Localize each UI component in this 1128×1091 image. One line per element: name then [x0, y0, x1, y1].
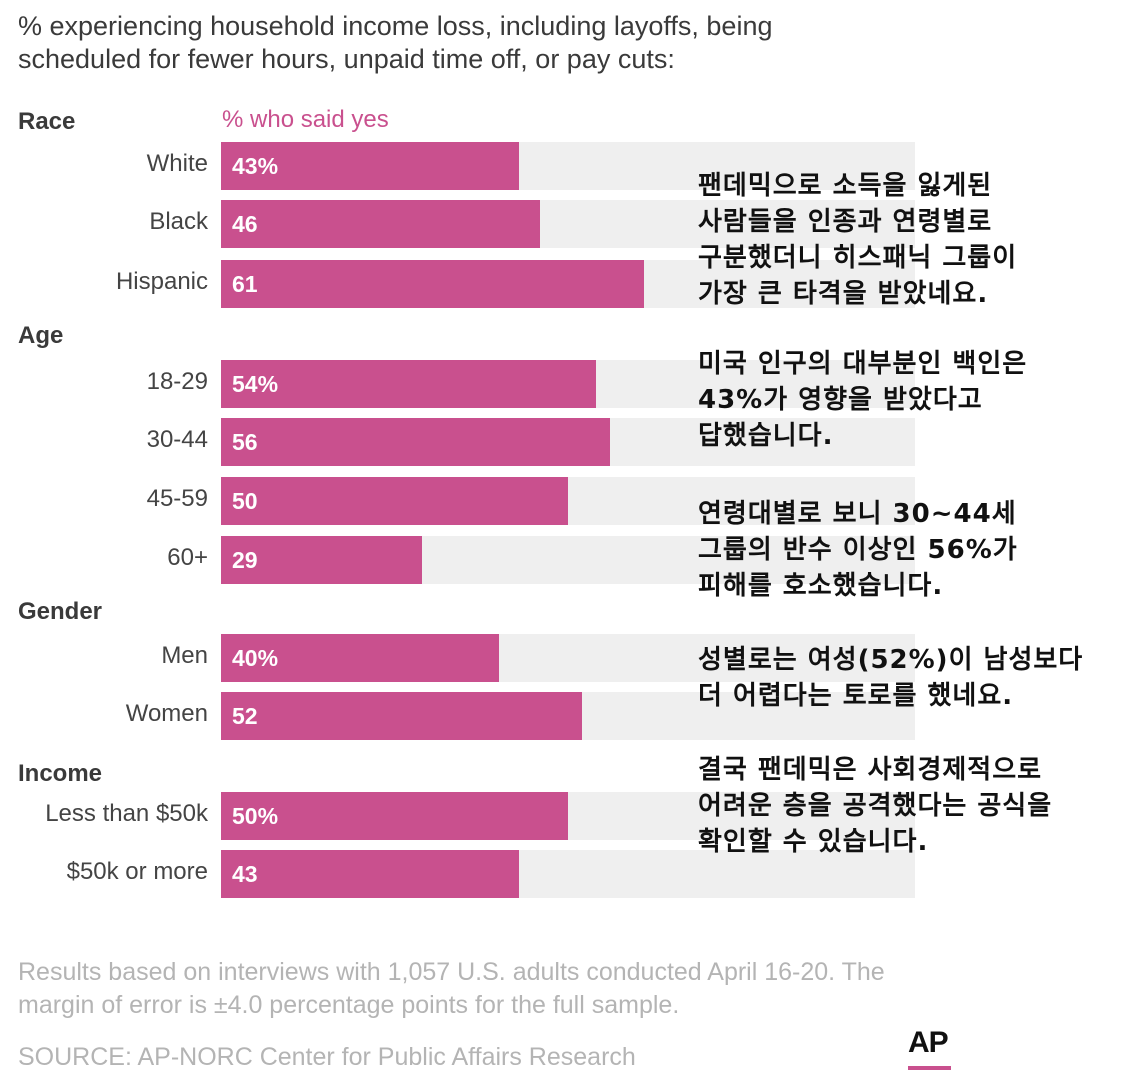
- annotation-line: 답했습니다.: [698, 421, 834, 451]
- bar-track: 61: [221, 260, 915, 308]
- footnote: Results based on interviews with 1,057 U…: [18, 958, 885, 1019]
- bar-track: 56: [221, 418, 915, 466]
- bar-value-label: 43%: [232, 153, 279, 179]
- bar-row: 45-59 50: [0, 477, 920, 525]
- category-label: 60+: [167, 544, 208, 571]
- bar: 56: [221, 418, 610, 466]
- bar: 29: [221, 536, 423, 584]
- group-label-race: Race: [18, 108, 76, 135]
- annotation-line: 그룹의 반수 이상인 56%가: [698, 535, 1018, 565]
- annotation-line: 연령대별로 보니 30~44세: [698, 499, 1017, 529]
- category-label: 45-59: [146, 485, 208, 512]
- bar-value-label: 50%: [232, 803, 279, 829]
- bar-track: 46: [221, 200, 915, 248]
- annotation-line: 어려운 층을 공격했다는 공식을: [698, 791, 1053, 821]
- category-label: Less than $50k: [45, 800, 208, 827]
- bar-row: Hispanic 61: [0, 260, 920, 308]
- annotation-line: 미국 인구의 대부분인 백인은: [698, 349, 1028, 379]
- source-credit: SOURCE: AP-NORC Center for Public Affair…: [18, 1043, 636, 1071]
- bar: 50%: [221, 792, 568, 840]
- bar-row: 18-29 54%: [0, 360, 920, 408]
- bar: 46: [221, 200, 541, 248]
- bar-track: 52: [221, 692, 915, 740]
- annotation-line: 구분했더니 히스패닉 그룹이: [698, 243, 1018, 273]
- bar-row: Black 46: [0, 200, 920, 248]
- bar: 54%: [221, 360, 596, 408]
- bar-row: White 43%: [0, 142, 920, 190]
- category-label: Black: [149, 208, 208, 235]
- bar-row: Less than $50k 50%: [0, 792, 920, 840]
- bar: 40%: [221, 634, 499, 682]
- bar-value-label: 29: [232, 547, 258, 573]
- bar-track: 54%: [221, 360, 915, 408]
- bar-value-label: 50: [232, 488, 258, 514]
- annotation-line: 더 어렵다는 토로를 했네요.: [698, 681, 1014, 711]
- category-label: Women: [125, 700, 208, 727]
- bar-value-label: 54%: [232, 371, 279, 397]
- bar-row: Men 40%: [0, 634, 920, 682]
- group-label-gender: Gender: [18, 598, 103, 625]
- bar: 43%: [221, 142, 520, 190]
- bar-row: 60+ 29: [0, 536, 920, 584]
- bar-value-label: 43: [232, 861, 258, 887]
- annotation-line: 팬데믹으로 소득을 잃게된: [698, 171, 993, 201]
- annotation-line: 결국 팬데믹은 사회경제적으로: [698, 755, 1043, 785]
- category-label: 18-29: [146, 368, 208, 395]
- category-label: Hispanic: [115, 268, 208, 295]
- annotation-line: 가장 큰 타격을 받았네요.: [698, 279, 989, 309]
- chart-title: % experiencing household income loss, in…: [18, 11, 773, 74]
- annotation-line: 피해를 호소했습니다.: [698, 571, 944, 601]
- annotation-line: 확인할 수 있습니다.: [698, 827, 929, 857]
- bar-value-label: 61: [232, 271, 258, 297]
- bar-track: 43: [221, 850, 915, 898]
- ap-logo: AP: [908, 1026, 949, 1059]
- bar: 50: [221, 477, 568, 525]
- category-label: Men: [161, 642, 208, 669]
- bar-row: $50k or more 43: [0, 850, 920, 898]
- bar-value-label: 52: [232, 703, 258, 729]
- group-label-age: Age: [18, 322, 64, 349]
- bar: 61: [221, 260, 645, 308]
- column-header: % who said yes: [222, 106, 389, 133]
- group-label-income: Income: [18, 760, 103, 787]
- bar: 52: [221, 692, 582, 740]
- bar-row: Women 52: [0, 692, 920, 740]
- category-label: $50k or more: [66, 858, 208, 885]
- bar-track: 50%: [221, 792, 915, 840]
- bar-track: 29: [221, 536, 915, 584]
- annotation-line: 사람들을 인종과 연령별로: [698, 207, 993, 237]
- bar-value-label: 40%: [232, 645, 279, 671]
- bar-value-label: 46: [232, 211, 258, 237]
- bar-row: 30-44 56: [0, 418, 920, 466]
- bar-value-label: 56: [232, 429, 258, 455]
- annotation-line: 성별로는 여성(52%)이 남성보다: [698, 645, 1084, 675]
- bar-track: 50: [221, 477, 915, 525]
- bar: 43: [221, 850, 520, 898]
- annotation-line: 43%가 영향을 받았다고: [698, 385, 983, 415]
- ap-logo-underline: [908, 1066, 951, 1070]
- category-label: White: [146, 150, 208, 177]
- category-label: 30-44: [146, 426, 208, 453]
- bar-track: 40%: [221, 634, 915, 682]
- bar-track: 43%: [221, 142, 915, 190]
